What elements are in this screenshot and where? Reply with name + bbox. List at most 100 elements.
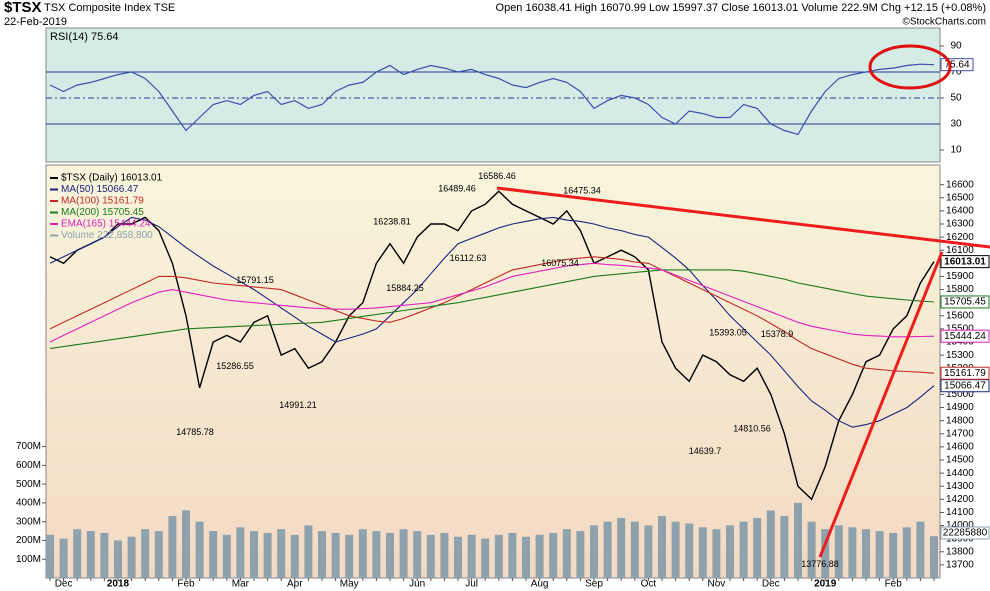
price-annotation: 15378.9 (761, 329, 794, 339)
volume-bar (318, 531, 326, 578)
volume-bar (726, 525, 734, 578)
volume-bar (834, 525, 843, 578)
last-value-label: 15444.24 (944, 331, 986, 342)
volume-bar (753, 517, 762, 578)
moving-average (49, 269, 935, 350)
volume-bar (644, 525, 653, 578)
y-tick-label: 14800 (946, 415, 974, 426)
last-value-box (940, 295, 990, 309)
volume-bar (875, 531, 884, 578)
y2-tick-label: 400M (16, 498, 41, 509)
volume-bar (263, 532, 272, 578)
volume-bar (250, 531, 258, 578)
y-tick-label: 16400 (946, 206, 974, 217)
price-annotation: 14639.7 (689, 446, 722, 456)
volume-bar (739, 521, 748, 578)
x-tick-label: Nov (708, 579, 726, 590)
volume-bar (413, 531, 422, 578)
last-value-box (940, 366, 990, 380)
y-tick-label: 16600 (946, 179, 974, 190)
last-value-label: 15161.79 (944, 368, 986, 379)
moving-average (49, 216, 935, 428)
x-tick-label: Feb (177, 579, 195, 590)
x-tick-label: 2018 (107, 579, 130, 590)
x-tick-label: Jul (465, 579, 478, 590)
volume-bar (195, 521, 204, 578)
y-tick-label: 15000 (946, 389, 974, 400)
x-tick-label: Oct (641, 579, 657, 590)
price-annotation: 16112.63 (450, 253, 487, 263)
last-value-box (940, 255, 990, 269)
volume-bar (59, 538, 68, 578)
y-tick-label: 14300 (946, 481, 974, 492)
volume-bar (141, 529, 150, 578)
y2-tick-label: 600M (16, 460, 41, 471)
legend-entry: Volume 222,858,800 (61, 230, 153, 241)
index-name: TSX Composite Index TSE (44, 2, 175, 14)
x-tick-label: Mar (232, 579, 250, 590)
volume-bar (562, 529, 571, 578)
volume-bar (345, 534, 354, 578)
y-tick-label: 14000 (946, 520, 974, 531)
last-value-label: 15705.45 (944, 297, 986, 308)
volume-bar (331, 532, 340, 578)
volume-bar (494, 534, 503, 578)
y-tick-label: 14400 (946, 468, 974, 479)
legend-entry: MA(100) 15161.79 (61, 196, 144, 207)
symbol: $TSX (4, 0, 42, 16)
volume-bar (209, 531, 218, 578)
price-annotation: 16475.34 (563, 185, 601, 195)
volume-bar (508, 532, 517, 578)
volume-bar (127, 536, 136, 578)
y-tick-label: 14200 (946, 494, 974, 505)
y-tick-label: 15500 (946, 324, 974, 335)
x-tick-label: Feb (885, 579, 903, 590)
volume-bar (426, 534, 435, 578)
y2-tick-label: 700M (16, 441, 41, 452)
rsi-tick-label: 30 (950, 119, 962, 130)
y-tick-label: 14700 (946, 428, 974, 439)
volume-bar (399, 529, 408, 578)
volume-bar (86, 531, 95, 578)
rsi-tick-label: 70 (950, 67, 962, 78)
volume-bar (780, 516, 789, 578)
price-annotation: 16489.46 (438, 184, 476, 194)
volume-bar (304, 525, 313, 578)
rsi-tick-label: 90 (950, 41, 962, 52)
volume-bar (358, 529, 367, 578)
y-tick-label: 14100 (946, 507, 974, 518)
moving-average (49, 256, 935, 374)
volume-bar (290, 534, 299, 578)
volume-bar (821, 529, 830, 578)
last-value-label: 15066.47 (944, 380, 986, 391)
rsi-line (49, 63, 935, 136)
legend-entry: MA(200) 15705.45 (61, 207, 144, 218)
price-annotation: 15884.25 (386, 283, 424, 293)
volume-bar (862, 529, 870, 578)
volume-bar (671, 521, 680, 578)
volume-bar (617, 517, 626, 578)
y2-tick-label: 100M (16, 554, 41, 565)
y-tick-label: 14500 (946, 455, 974, 466)
price-annotation: 14810.56 (733, 424, 771, 434)
volume-bar (114, 540, 122, 578)
volume-bar (522, 536, 530, 578)
volume-bar (154, 531, 163, 578)
volume-bar (848, 527, 857, 578)
volume-bar (481, 538, 490, 578)
x-tick-label: Aug (531, 579, 549, 590)
y-tick-label: 16100 (946, 245, 974, 256)
y2-tick-label: 500M (16, 479, 41, 490)
volume-bar (698, 527, 707, 578)
y-tick-label: 15300 (946, 350, 974, 361)
price-annotation: 16075.34 (541, 258, 579, 268)
last-value-box (940, 526, 990, 540)
y-tick-label: 16500 (946, 192, 974, 203)
volume-bar (222, 534, 231, 578)
y2-tick-label: 200M (16, 535, 41, 546)
volume-bar (236, 527, 245, 578)
volume-bar (277, 529, 286, 578)
resistance-line (496, 186, 990, 249)
y-tick-label: 14600 (946, 442, 974, 453)
legend-entry: EMA(165) 15444.24 (61, 219, 151, 230)
